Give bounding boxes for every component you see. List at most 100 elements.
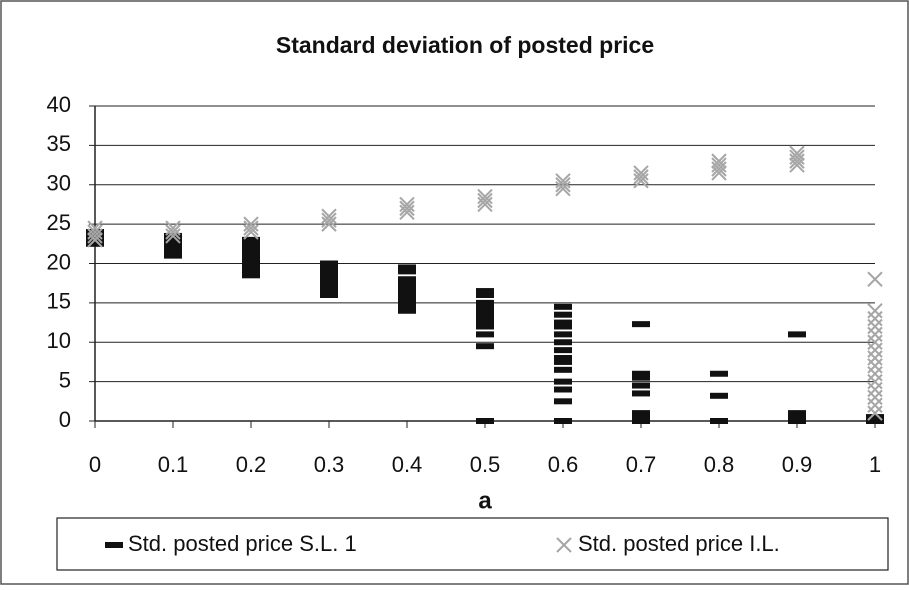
data-point xyxy=(554,386,572,393)
data-point xyxy=(477,196,493,213)
data-point xyxy=(867,358,883,374)
data-point xyxy=(243,220,259,236)
data-point xyxy=(476,343,494,350)
data-point xyxy=(554,323,572,330)
data-point xyxy=(554,339,572,346)
legend-box xyxy=(56,517,889,571)
data-point xyxy=(476,299,494,306)
data-point xyxy=(866,414,884,421)
x-tick-label: 0.9 xyxy=(782,452,813,477)
data-point xyxy=(867,334,883,350)
data-point xyxy=(788,331,806,338)
data-point xyxy=(86,240,104,247)
x-tick-label: 0.3 xyxy=(314,452,345,477)
data-point xyxy=(632,321,650,328)
data-point xyxy=(243,224,259,240)
data-point xyxy=(242,268,260,275)
data-point xyxy=(87,232,103,248)
data-point xyxy=(398,292,416,298)
legend-label: Std. posted price S.L. 1 xyxy=(128,531,357,556)
data-point xyxy=(555,173,571,189)
data-point xyxy=(476,303,494,310)
data-point xyxy=(321,212,337,228)
data-point xyxy=(711,161,727,177)
data-point xyxy=(320,288,338,295)
data-point xyxy=(554,418,572,424)
data-point xyxy=(320,284,338,291)
x-tick-label: 0.1 xyxy=(158,452,189,477)
data-point xyxy=(476,331,494,338)
data-point xyxy=(164,244,182,251)
data-point xyxy=(321,216,337,232)
data-point xyxy=(320,264,338,271)
y-tick-label: 10 xyxy=(47,328,71,353)
data-point xyxy=(867,310,883,327)
data-point xyxy=(242,244,260,251)
data-point xyxy=(242,248,260,255)
data-point xyxy=(554,347,572,354)
data-point xyxy=(632,418,650,424)
data-point xyxy=(788,418,806,424)
data-point xyxy=(555,177,571,193)
data-point xyxy=(867,373,883,390)
data-point xyxy=(242,256,260,263)
data-point xyxy=(633,165,649,181)
data-point xyxy=(555,180,571,197)
data-point xyxy=(165,228,181,244)
x-tick-label: 0 xyxy=(89,452,101,477)
data-point xyxy=(711,157,727,173)
data-point xyxy=(476,418,494,424)
data-point xyxy=(867,342,883,358)
data-point xyxy=(399,204,415,221)
data-point xyxy=(242,272,260,279)
data-point xyxy=(632,374,650,381)
data-point xyxy=(398,299,416,306)
y-tick-label: 15 xyxy=(47,289,71,314)
data-point xyxy=(242,240,260,247)
data-point xyxy=(398,280,416,287)
data-point xyxy=(476,311,494,318)
data-point xyxy=(633,173,649,189)
data-point xyxy=(476,307,494,314)
data-point xyxy=(632,414,650,421)
data-point xyxy=(321,208,337,224)
y-tick-label: 30 xyxy=(47,171,71,196)
data-point xyxy=(789,153,805,169)
data-point xyxy=(554,331,572,338)
x-axis-label: a xyxy=(478,487,492,514)
data-point xyxy=(398,288,416,295)
data-point xyxy=(398,295,416,302)
y-tick-label: 20 xyxy=(47,249,71,274)
x-tick-label: 0.8 xyxy=(704,452,735,477)
data-point xyxy=(554,303,572,310)
data-point xyxy=(164,240,182,247)
x-tick-label: 0.2 xyxy=(236,452,267,477)
data-point xyxy=(789,149,805,165)
data-point xyxy=(398,303,416,310)
data-point xyxy=(554,319,572,326)
data-point xyxy=(554,358,572,365)
data-point xyxy=(867,381,883,398)
data-point xyxy=(320,280,338,287)
data-point xyxy=(87,220,103,236)
data-point xyxy=(554,378,572,385)
data-point xyxy=(867,318,883,335)
data-point xyxy=(398,307,416,314)
data-point xyxy=(164,236,182,243)
legend-marker xyxy=(556,537,572,553)
data-point xyxy=(242,260,260,267)
chart-title: Standard deviation of posted price xyxy=(276,32,654,58)
data-point xyxy=(866,418,884,424)
data-point xyxy=(476,319,494,326)
data-point xyxy=(242,252,260,259)
data-point xyxy=(399,196,415,213)
data-point xyxy=(554,355,572,361)
data-point xyxy=(632,390,650,397)
x-tick-label: 0.5 xyxy=(470,452,501,477)
data-point xyxy=(554,398,572,405)
data-point xyxy=(165,224,181,240)
data-point xyxy=(477,192,493,209)
data-point xyxy=(476,288,494,295)
data-point xyxy=(164,248,182,255)
